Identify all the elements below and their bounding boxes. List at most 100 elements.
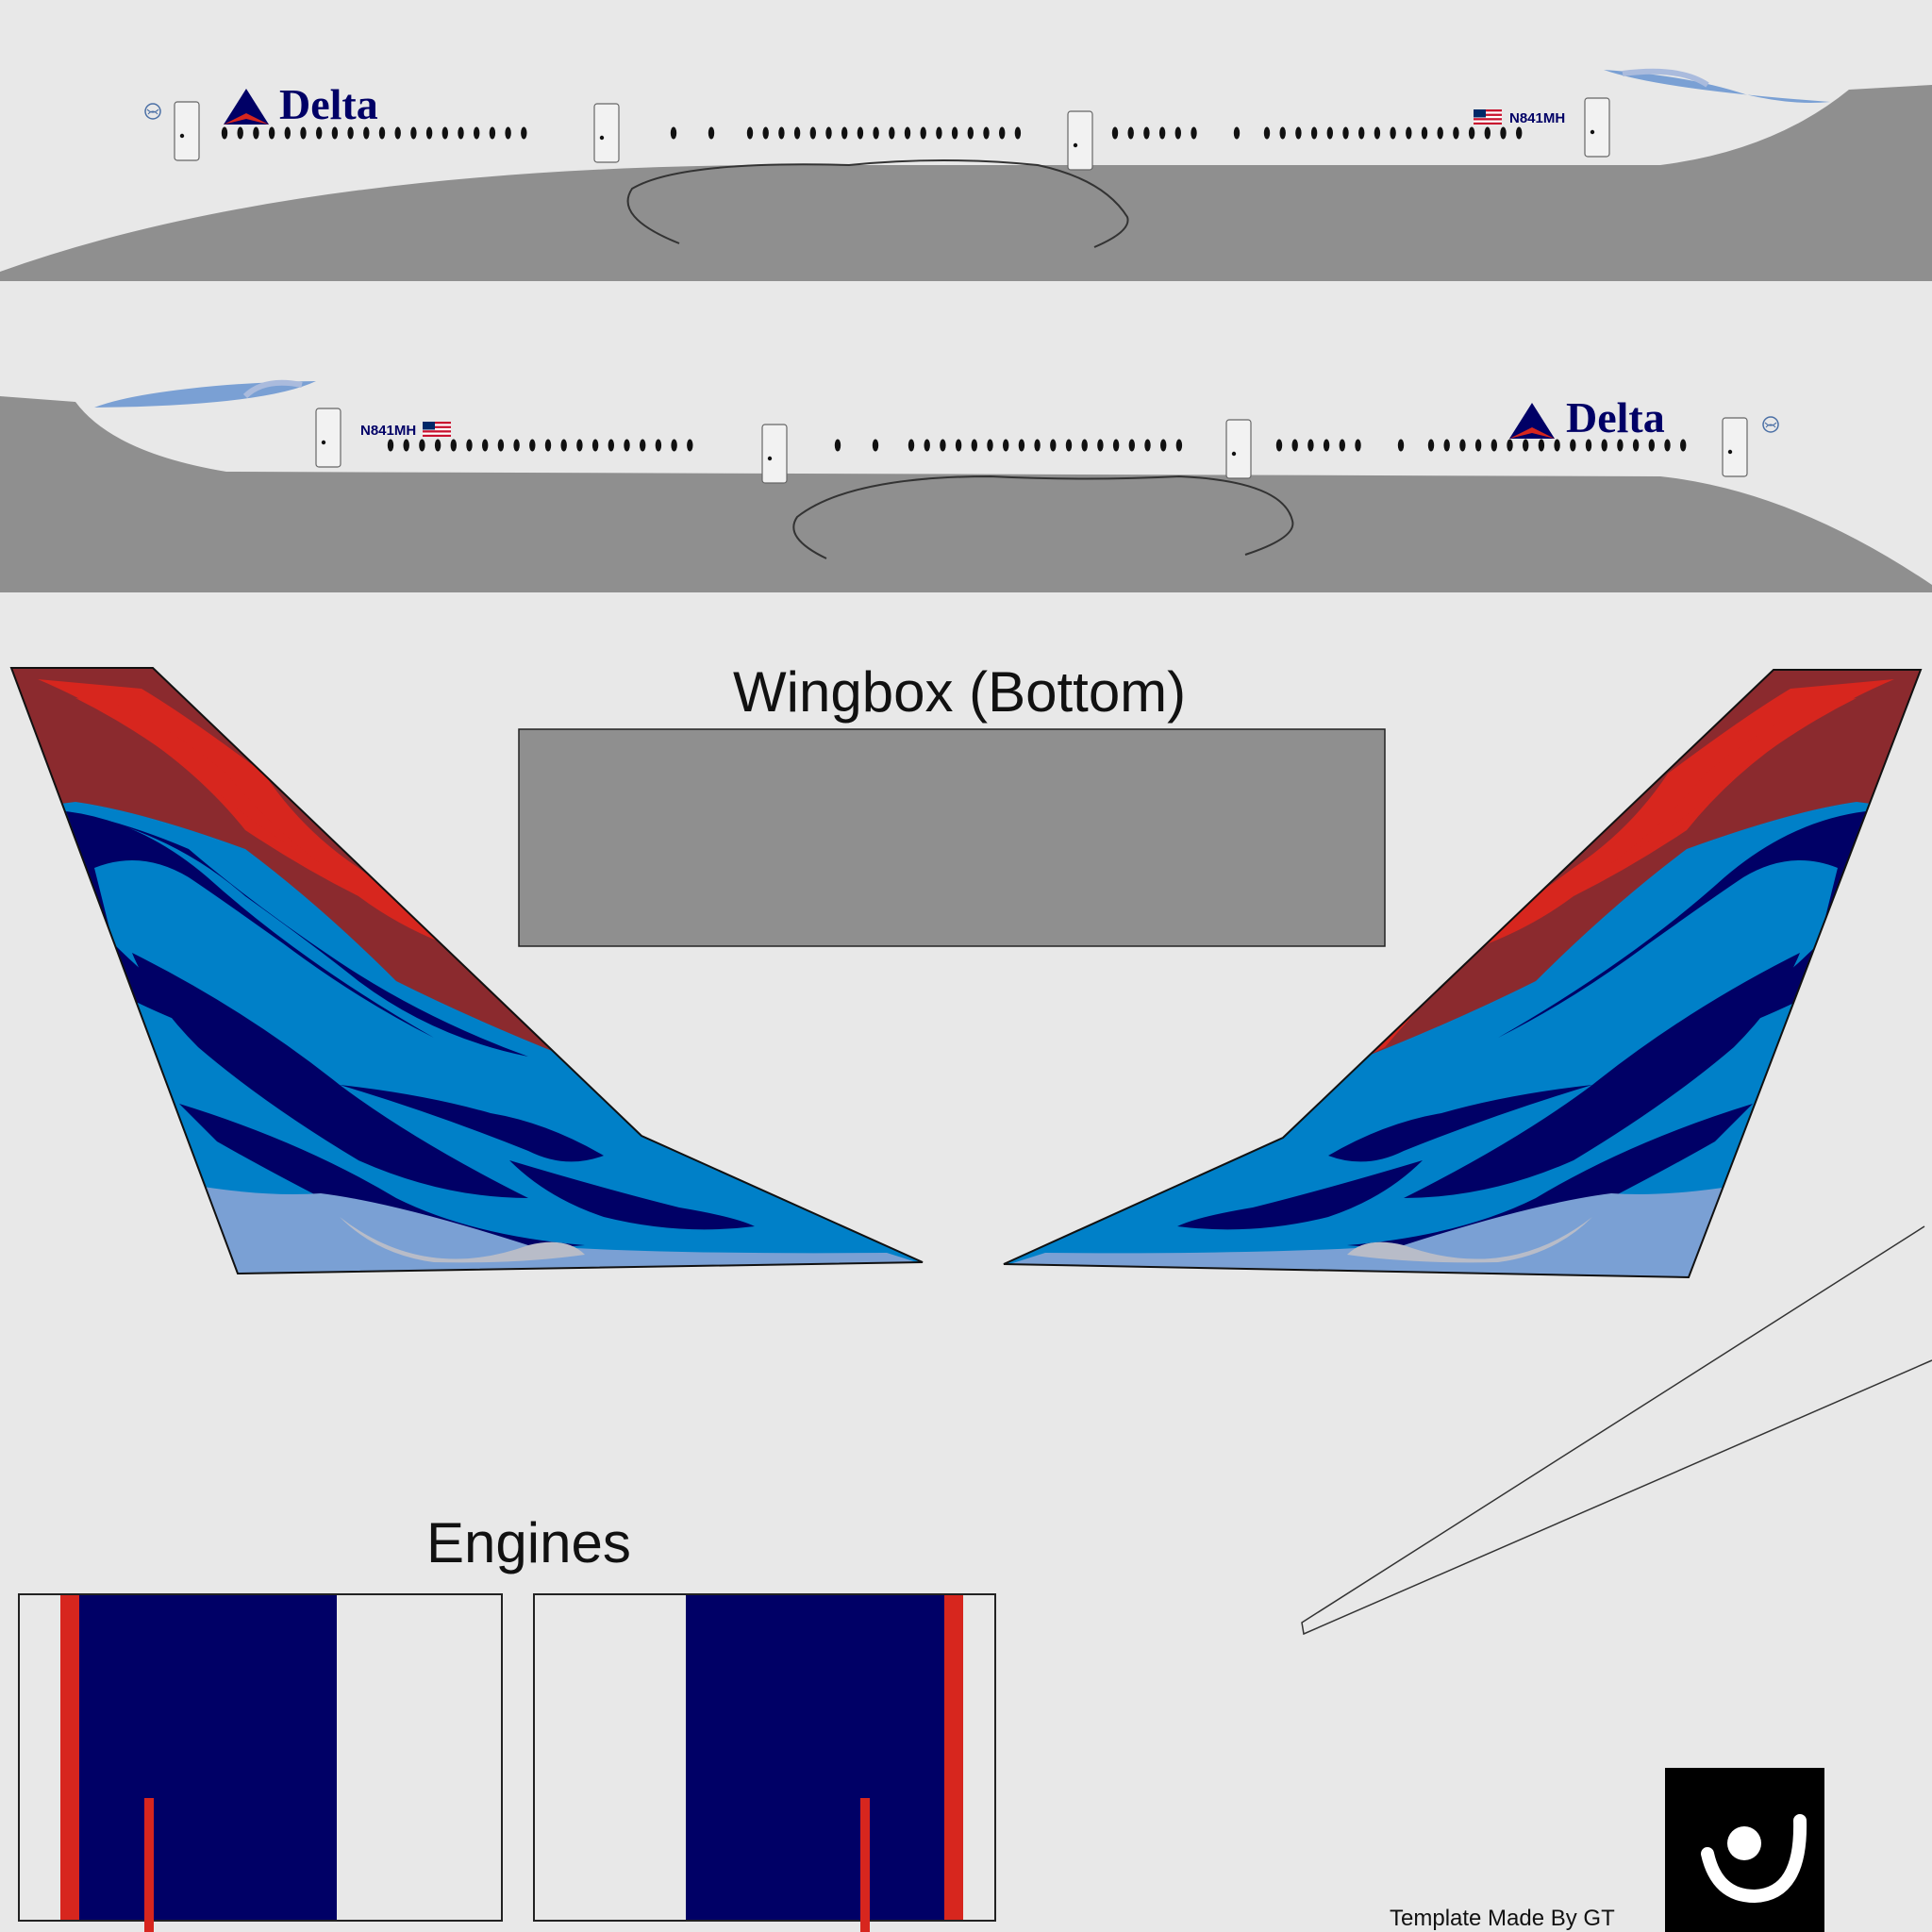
door-top-2: [593, 103, 620, 163]
door-top-3: [1067, 110, 1093, 171]
cabin-window: [708, 126, 715, 140]
cabin-window: [284, 126, 291, 140]
cabin-window: [1174, 126, 1182, 140]
cabin-window: [1143, 126, 1150, 140]
cabin-window: [809, 126, 816, 140]
cabin-window: [403, 439, 409, 452]
cabin-window: [608, 439, 614, 452]
cabin-window: [983, 126, 990, 140]
cabin-window: [1453, 126, 1459, 140]
cabin-window: [1680, 439, 1687, 452]
cabin-window: [687, 439, 693, 452]
door-side-3: [1225, 419, 1252, 479]
cabin-window: [1279, 126, 1286, 140]
cabin-window: [940, 439, 946, 452]
cabin-window: [378, 126, 386, 140]
cabin-window: [1175, 439, 1183, 452]
cabin-window: [1275, 439, 1283, 452]
cabin-window: [1291, 439, 1298, 452]
cabin-window: [1468, 126, 1475, 140]
fuselage-side-fairing-outline: [792, 475, 1294, 559]
cabin-window: [951, 126, 958, 140]
cabin-window: [872, 439, 879, 452]
cabin-window: [1097, 439, 1104, 452]
cabin-window: [394, 126, 401, 140]
door-side-1: [315, 408, 341, 468]
cabin-window: [670, 126, 677, 140]
cabin-window: [253, 126, 259, 140]
cabin-window: [999, 126, 1006, 140]
cabin-window: [576, 439, 583, 452]
cabin-window: [268, 126, 275, 140]
cabin-window: [671, 439, 677, 452]
cabin-window: [544, 439, 552, 452]
template-credit: Template Made By GT: [1390, 1906, 1615, 1931]
cabin-window: [640, 439, 646, 452]
cabin-window: [300, 126, 307, 140]
fuselage-top-fairing-outline: [626, 159, 1129, 248]
cabin-window: [1601, 439, 1607, 452]
horizontal-stabilizer-outline: [1301, 1225, 1932, 1636]
cabin-window: [1390, 126, 1396, 140]
cabin-window: [1263, 126, 1271, 140]
cabin-window: [1554, 439, 1560, 452]
cabin-window: [987, 439, 993, 452]
cabin-window: [450, 439, 457, 452]
cabin-window: [1014, 126, 1022, 140]
cabin-window: [1358, 126, 1365, 140]
cabin-window: [363, 126, 370, 140]
cabin-window: [889, 126, 895, 140]
cabin-window: [513, 439, 520, 452]
cabin-window: [221, 126, 228, 140]
delta-widget-logo-icon: [224, 89, 269, 125]
cabin-window: [1538, 439, 1545, 452]
us-flag-icon: [1474, 109, 1502, 125]
door-side-2: [761, 424, 788, 484]
cabin-window: [521, 126, 527, 140]
cabin-window: [434, 439, 441, 452]
cabin-window: [1632, 439, 1640, 452]
cabin-window: [924, 439, 930, 452]
cabin-window: [1648, 439, 1656, 452]
cabin-window: [410, 126, 417, 140]
delta-wordmark-side: Delta: [1566, 393, 1665, 441]
delta-wordmark-top: Delta: [279, 80, 378, 128]
cabin-window: [857, 126, 864, 140]
fuselage-top-winglet: [1604, 70, 1830, 103]
cabin-window: [591, 439, 599, 452]
cabin-window: [762, 126, 769, 140]
cabin-window: [1307, 439, 1314, 452]
fuselage-top-view: Delta N841MH: [0, 68, 1932, 281]
us-flag-icon: [423, 422, 451, 437]
cabin-window: [778, 126, 785, 140]
cabin-window: [1406, 126, 1412, 140]
door-top-4: [1584, 97, 1610, 158]
wingbox-bottom-panel: [518, 728, 1386, 947]
windows-row-side: [387, 439, 1687, 452]
engines-section-title: Engines: [426, 1511, 631, 1574]
cabin-window: [387, 439, 394, 452]
cabin-window: [1050, 439, 1057, 452]
cabin-window: [1585, 439, 1592, 452]
cabin-window: [419, 439, 425, 452]
cabin-window: [1295, 126, 1302, 140]
cabin-window: [474, 126, 480, 140]
cabin-window: [497, 439, 505, 452]
cabin-window: [458, 126, 464, 140]
cabin-window: [967, 126, 974, 140]
cabin-window: [1127, 126, 1134, 140]
delta-widget-logo-icon: [1509, 403, 1555, 439]
cabin-window: [1374, 126, 1381, 140]
cabin-window: [1128, 439, 1136, 452]
cabin-window: [441, 126, 448, 140]
cabin-window: [1003, 439, 1009, 452]
cabin-window: [1570, 439, 1576, 452]
cabin-window: [1191, 126, 1197, 140]
cabin-window: [316, 126, 323, 140]
fuselage-top-belly: [0, 85, 1932, 281]
cabin-window: [1310, 126, 1318, 140]
cabin-window: [1397, 439, 1405, 452]
cabin-window: [908, 439, 915, 452]
cabin-window: [1617, 439, 1624, 452]
registration-side: N841MH: [360, 423, 416, 439]
